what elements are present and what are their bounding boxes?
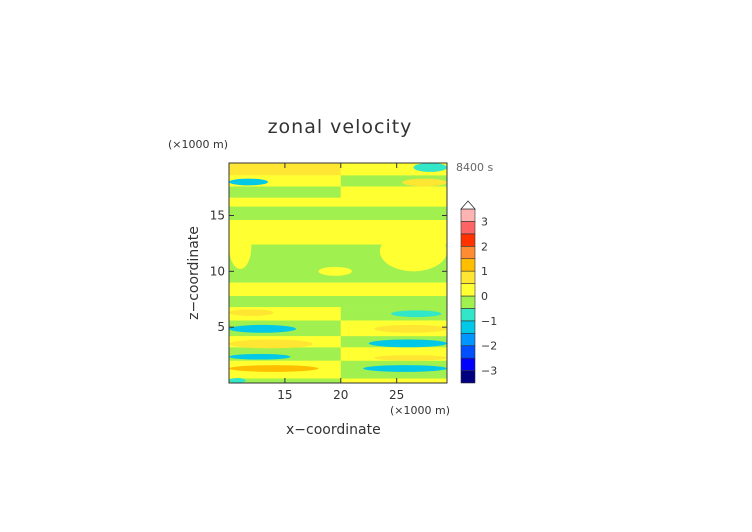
band-16 [229,206,447,220]
colorbar-swatch [460,370,476,384]
contour-feature-2 [318,266,352,276]
colorbar-extend-arrow [460,200,476,210]
contour-feature-3 [229,178,269,186]
axes: 15 20 25 5 10 15 [210,163,447,402]
x-axis-label: x−coordinate [286,422,381,438]
x-tick-label: 20 [333,388,348,402]
colorbar-swatch [460,332,476,347]
contour-feature-7 [229,324,297,333]
colorbar-swatch [460,295,476,309]
contour-feature-8 [374,324,447,333]
colorbar-swatch [460,283,476,297]
chart-title: zonal velocity [267,116,413,138]
colorbar-swatch [460,270,476,284]
x-tick-label: 15 [277,388,292,402]
contour-feature-9 [229,339,313,349]
contour-feature-16 [413,163,447,172]
colorbar-swatch [460,320,476,334]
contour-feature-1 [379,231,447,272]
colorbar-tick-label: −1 [481,315,497,328]
colorbar-tick-label: 2 [481,240,488,253]
contour-feature-14 [363,365,447,372]
colorbar-swatch [460,233,476,247]
colorbar-tick-label: 1 [481,265,488,278]
x-tick-label: 25 [389,388,404,402]
y-tick-label: 5 [217,320,225,334]
x-axis-unit: (×1000 m) [390,404,451,417]
y-tick-label: 15 [210,208,225,222]
band-12 [229,295,447,308]
colorbar-tick-label: 3 [481,215,488,228]
colorbar-swatch [460,245,476,260]
contour-feature-6 [391,310,442,318]
band-20 [229,175,341,187]
band-18 [229,186,341,198]
colorbar-swatch [460,221,476,235]
colorbar-swatch [460,308,476,322]
band-22 [229,163,341,176]
contour-feature-5 [229,309,274,316]
contour-feature-11 [229,353,291,360]
time-label: 8400 s [456,161,494,174]
colorbar-swatch [460,345,476,359]
y-axis-unit: (×1000 m) [168,138,229,151]
colorbar-tick-label: −2 [481,340,497,353]
contour-feature-0 [229,224,252,270]
plot-border [228,162,448,384]
band-21 [340,175,447,187]
plot-frame [228,162,448,384]
colorbar-swatch [460,258,476,272]
colorbar-tick-label: 0 [481,290,488,303]
band-17 [229,197,447,207]
contour-feature-4 [402,178,447,187]
colorbar-tick-label: −3 [481,365,497,378]
heatmap-field [229,163,447,383]
colorbar: −3 −2 −1 0 1 2 3 [460,200,497,384]
band-13 [229,282,447,296]
contour-feature-10 [368,339,447,348]
contour-feature-12 [374,355,447,361]
band-1 [340,378,447,383]
contour-feature-13 [229,365,319,372]
contour-feature-15 [229,377,246,383]
colorbar-swatch [460,208,476,222]
band-19 [340,186,447,198]
colorbar-swatch [460,357,476,371]
y-tick-label: 10 [210,264,225,278]
